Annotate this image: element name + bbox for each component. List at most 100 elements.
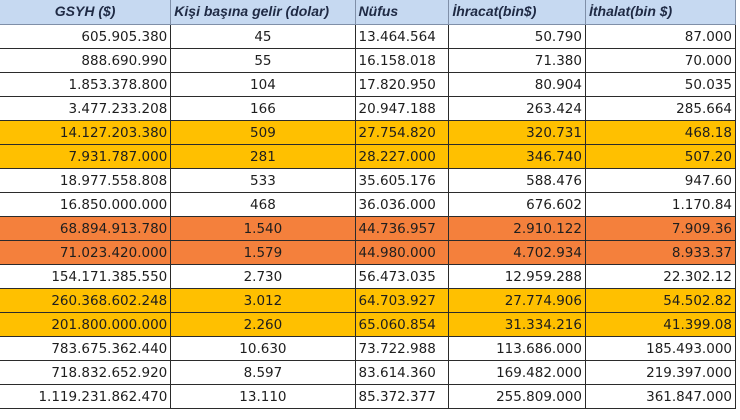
cell-per-capita-income[interactable]: 2.260 [170, 312, 356, 337]
cell-population[interactable]: 56.473.035 [354, 264, 450, 289]
table-row: 154.171.385.550 2.730 56.473.035 12.959.… [0, 264, 737, 289]
cell-imports[interactable]: 947.60 [584, 168, 737, 193]
table-row: 1.119.231.862.470 13.110 85.372.377 255.… [0, 384, 737, 409]
cell-population[interactable]: 27.754.820 [354, 120, 450, 145]
cell-exports[interactable]: 4.702.934 [448, 240, 586, 265]
cell-imports[interactable]: 41.399.08 [584, 312, 737, 337]
cell-population[interactable]: 13.464.564 [354, 24, 450, 49]
cell-gsyh[interactable]: 68.894.913.780 [0, 216, 172, 241]
cell-imports[interactable]: 185.493.000 [584, 336, 737, 361]
cell-population[interactable]: 65.060.854 [354, 312, 450, 337]
cell-imports[interactable]: 54.502.82 [584, 288, 737, 313]
cell-exports[interactable]: 31.334.216 [448, 312, 586, 337]
cell-gsyh[interactable]: 14.127.203.380 [0, 120, 172, 145]
cell-gsyh[interactable]: 783.675.362.440 [0, 336, 172, 361]
cell-per-capita-income[interactable]: 533 [170, 168, 356, 193]
cell-imports[interactable]: 507.20 [584, 144, 737, 169]
economic-data-table: GSYH ($) Kişi başına gelir (dolar) Nüfus… [0, 0, 737, 409]
cell-population[interactable]: 44.736.957 [354, 216, 450, 241]
cell-population[interactable]: 16.158.018 [354, 48, 450, 73]
cell-imports[interactable]: 285.664 [584, 96, 737, 121]
cell-per-capita-income[interactable]: 166 [170, 96, 356, 121]
cell-gsyh[interactable]: 18.977.558.808 [0, 168, 172, 193]
cell-population[interactable]: 44.980.000 [354, 240, 450, 265]
cell-imports[interactable]: 361.847.000 [584, 384, 737, 409]
table-row: 1.853.378.800 104 17.820.950 80.904 50.0… [0, 72, 737, 97]
cell-per-capita-income[interactable]: 45 [170, 24, 356, 49]
cell-exports[interactable]: 263.424 [448, 96, 586, 121]
cell-population[interactable]: 85.372.377 [354, 384, 450, 409]
cell-exports[interactable]: 676.602 [448, 192, 586, 217]
cell-gsyh[interactable]: 1.119.231.862.470 [0, 384, 172, 409]
cell-population[interactable]: 73.722.988 [354, 336, 450, 361]
cell-imports[interactable]: 7.909.36 [584, 216, 737, 241]
cell-population[interactable]: 36.036.000 [354, 192, 450, 217]
cell-imports[interactable]: 70.000 [584, 48, 737, 73]
cell-exports[interactable]: 50.790 [448, 24, 586, 49]
header-exports[interactable]: İhracat(bin$) [448, 0, 586, 25]
header-gsyh[interactable]: GSYH ($) [0, 0, 172, 25]
cell-population[interactable]: 20.947.188 [354, 96, 450, 121]
cell-gsyh[interactable]: 71.023.420.000 [0, 240, 172, 265]
cell-per-capita-income[interactable]: 468 [170, 192, 356, 217]
table-body: 605.905.380 45 13.464.564 50.790 87.000 … [0, 24, 737, 409]
cell-imports[interactable]: 219.397.000 [584, 360, 737, 385]
cell-imports[interactable]: 22.302.12 [584, 264, 737, 289]
cell-exports[interactable]: 71.380 [448, 48, 586, 73]
cell-population[interactable]: 28.227.000 [354, 144, 450, 169]
cell-exports[interactable]: 588.476 [448, 168, 586, 193]
cell-exports[interactable]: 320.731 [448, 120, 586, 145]
cell-imports[interactable]: 468.18 [584, 120, 737, 145]
cell-exports[interactable]: 80.904 [448, 72, 586, 97]
cell-population[interactable]: 83.614.360 [354, 360, 450, 385]
cell-imports[interactable]: 50.035 [584, 72, 737, 97]
cell-gsyh[interactable]: 7.931.787.000 [0, 144, 172, 169]
table-row: 14.127.203.380 509 27.754.820 320.731 46… [0, 120, 737, 145]
cell-per-capita-income[interactable]: 281 [170, 144, 356, 169]
cell-imports[interactable]: 8.933.37 [584, 240, 737, 265]
cell-per-capita-income[interactable]: 1.540 [170, 216, 356, 241]
table-row: 68.894.913.780 1.540 44.736.957 2.910.12… [0, 216, 737, 241]
cell-gsyh[interactable]: 1.853.378.800 [0, 72, 172, 97]
cell-gsyh[interactable]: 718.832.652.920 [0, 360, 172, 385]
cell-per-capita-income[interactable]: 2.730 [170, 264, 356, 289]
cell-exports[interactable]: 113.686.000 [448, 336, 586, 361]
cell-gsyh[interactable]: 201.800.000.000 [0, 312, 172, 337]
header-population[interactable]: Nüfus [354, 0, 450, 25]
table-row: 16.850.000.000 468 36.036.000 676.602 1.… [0, 192, 737, 217]
table-row: 18.977.558.808 533 35.605.176 588.476 94… [0, 168, 737, 193]
cell-gsyh[interactable]: 888.690.990 [0, 48, 172, 73]
cell-population[interactable]: 17.820.950 [354, 72, 450, 97]
cell-per-capita-income[interactable]: 8.597 [170, 360, 356, 385]
table-row: 783.675.362.440 10.630 73.722.988 113.68… [0, 336, 737, 361]
header-per-capita-income[interactable]: Kişi başına gelir (dolar) [170, 0, 356, 25]
cell-per-capita-income[interactable]: 13.110 [170, 384, 356, 409]
cell-imports[interactable]: 1.170.84 [584, 192, 737, 217]
cell-per-capita-income[interactable]: 509 [170, 120, 356, 145]
cell-gsyh[interactable]: 605.905.380 [0, 24, 172, 49]
cell-per-capita-income[interactable]: 3.012 [170, 288, 356, 313]
cell-exports[interactable]: 169.482.000 [448, 360, 586, 385]
cell-gsyh[interactable]: 260.368.602.248 [0, 288, 172, 313]
cell-population[interactable]: 64.703.927 [354, 288, 450, 313]
cell-exports[interactable]: 255.809.000 [448, 384, 586, 409]
cell-gsyh[interactable]: 154.171.385.550 [0, 264, 172, 289]
cell-exports[interactable]: 27.774.906 [448, 288, 586, 313]
cell-per-capita-income[interactable]: 1.579 [170, 240, 356, 265]
table-row: 605.905.380 45 13.464.564 50.790 87.000 [0, 24, 737, 49]
cell-exports[interactable]: 2.910.122 [448, 216, 586, 241]
cell-population[interactable]: 35.605.176 [354, 168, 450, 193]
cell-exports[interactable]: 12.959.288 [448, 264, 586, 289]
cell-exports[interactable]: 346.740 [448, 144, 586, 169]
table-row: 888.690.990 55 16.158.018 71.380 70.000 [0, 48, 737, 73]
cell-imports[interactable]: 87.000 [584, 24, 737, 49]
table-row: 71.023.420.000 1.579 44.980.000 4.702.93… [0, 240, 737, 265]
cell-per-capita-income[interactable]: 104 [170, 72, 356, 97]
cell-gsyh[interactable]: 3.477.233.208 [0, 96, 172, 121]
cell-gsyh[interactable]: 16.850.000.000 [0, 192, 172, 217]
header-imports[interactable]: İthalat(bin $) [584, 0, 737, 25]
table-row: 201.800.000.000 2.260 65.060.854 31.334.… [0, 312, 737, 337]
cell-per-capita-income[interactable]: 10.630 [170, 336, 356, 361]
table-row: 3.477.233.208 166 20.947.188 263.424 285… [0, 96, 737, 121]
cell-per-capita-income[interactable]: 55 [170, 48, 356, 73]
